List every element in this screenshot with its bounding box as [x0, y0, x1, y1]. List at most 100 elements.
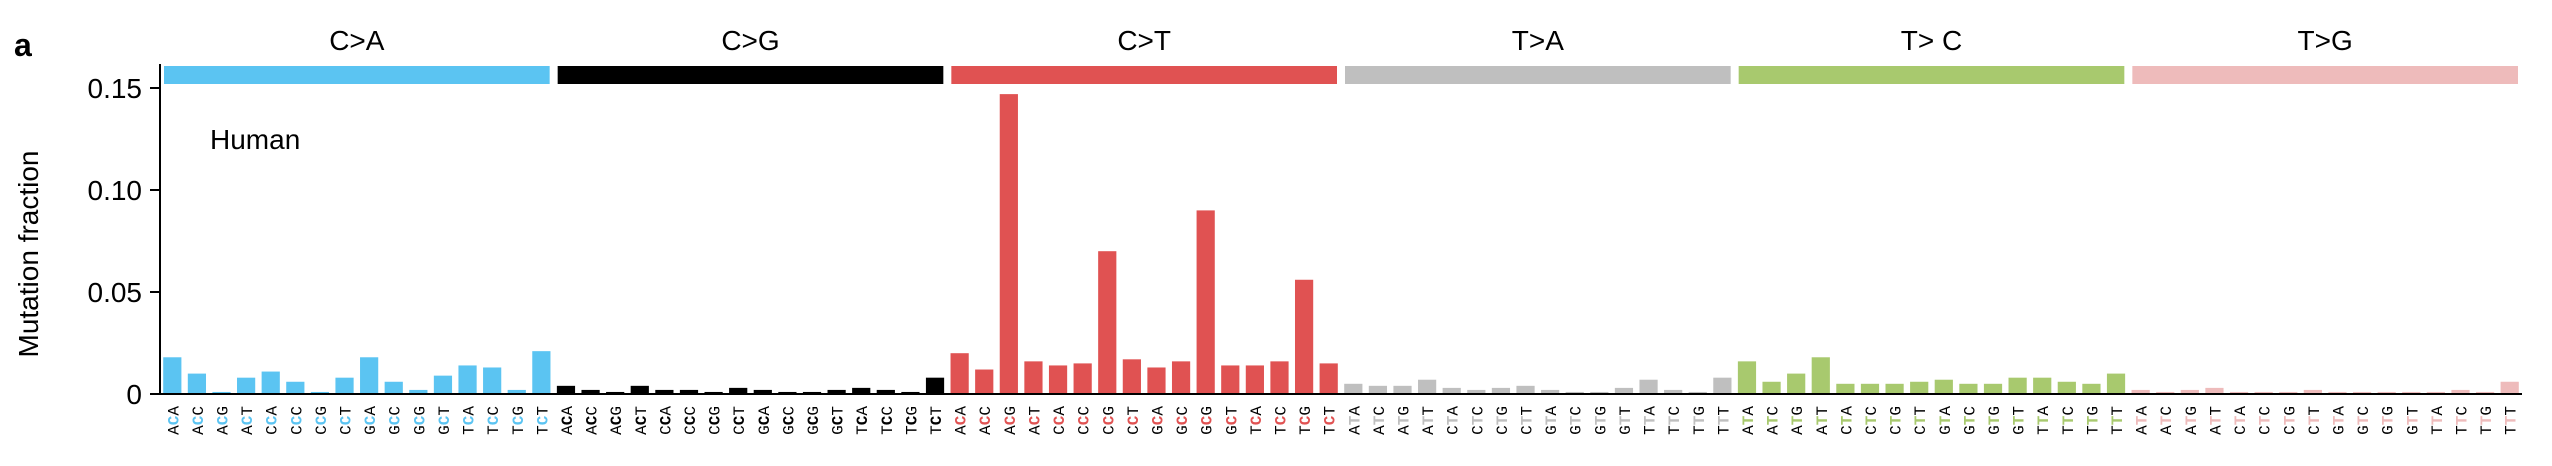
y-axis-label: Mutation fraction: [13, 151, 44, 358]
bar: [1762, 381, 1781, 394]
bar: [778, 391, 797, 394]
x-tick-label: CTT: [1519, 406, 1537, 435]
y-tick-label: 0.15: [88, 73, 143, 104]
x-tick-label: GTT: [2011, 406, 2029, 435]
bar: [1098, 251, 1117, 394]
bar: [212, 391, 231, 394]
bar: [507, 389, 526, 394]
x-tick-label: GTG: [1592, 406, 1610, 435]
x-tick-label: CTC: [1469, 406, 1487, 435]
x-tick-labels: ACA ACC ACG ACT CCA CCC CCG CCT GCA GCC GCG GCT TCA T…: [165, 406, 2520, 435]
x-tick-label: TCT: [928, 406, 946, 435]
bar: [1910, 381, 1929, 394]
bar: [2033, 377, 2052, 394]
x-tick-label: ATC: [1765, 406, 1783, 435]
bar: [2402, 391, 2421, 394]
x-tick-label: CTG: [2281, 406, 2299, 435]
x-tick-label: GCA: [362, 406, 380, 435]
x-tick-label: TCT: [534, 406, 552, 435]
x-tick-label: TCC: [485, 406, 503, 435]
x-tick-label: TTG: [2084, 406, 2102, 435]
x-tick-label: CTC: [2257, 406, 2275, 435]
bar: [2254, 391, 2273, 394]
x-tick-label: GCG: [411, 406, 429, 435]
x-tick-label: GTG: [2380, 406, 2398, 435]
x-tick-label: ATT: [1420, 406, 1438, 435]
bar: [1171, 361, 1191, 394]
x-tick-label: TCG: [903, 406, 921, 435]
bar: [901, 391, 920, 394]
bar: [2303, 389, 2322, 394]
bar: [1024, 361, 1043, 394]
bar: [1836, 383, 1855, 394]
x-tick-label: CCA: [657, 406, 675, 435]
y-tick-label: 0: [126, 379, 142, 410]
x-tick-label: ATT: [1814, 406, 1832, 435]
mutation-type-band: [1738, 66, 2125, 84]
x-tick-label: GTG: [1986, 406, 2004, 435]
x-tick-label: GCC: [387, 406, 405, 435]
x-tick-label: GCA: [756, 406, 774, 435]
bar: [2057, 381, 2076, 394]
bar: [2131, 389, 2150, 394]
y-axis: 0 0.05 0.10 0.15: [88, 64, 161, 410]
x-tick-label: CCT: [1125, 406, 1143, 435]
bar: [2082, 383, 2101, 394]
mutation-type-band: [1345, 66, 1731, 84]
x-tick-label: TCA: [461, 406, 479, 435]
x-tick-label: ATC: [2158, 406, 2176, 435]
x-tick-label: CCG: [1100, 406, 1118, 435]
bar: [532, 351, 551, 394]
x-tick-label: TTT: [1715, 406, 1733, 435]
bar: [2008, 377, 2027, 394]
bar: [630, 385, 649, 394]
bar: [2328, 391, 2347, 394]
x-tick-label: TTT: [2109, 406, 2127, 435]
bar: [1565, 391, 1584, 394]
x-tick-label: TTG: [1691, 406, 1709, 435]
x-tick-label: GTC: [1568, 406, 1586, 435]
x-tick-label: GTA: [1543, 406, 1561, 435]
bar: [1221, 365, 1240, 394]
bar: [310, 391, 330, 394]
x-tick-label: ACT: [1026, 406, 1044, 435]
x-tick-label: CCC: [1076, 406, 1094, 435]
bar: [1147, 367, 1166, 394]
bar: [2426, 391, 2445, 394]
x-tick-label: GCC: [780, 406, 798, 435]
bar: [1983, 383, 2003, 394]
bar: [1959, 383, 1978, 394]
x-tick-label: GTA: [1937, 406, 1955, 435]
x-tick-label: CTA: [2232, 406, 2250, 435]
bar: [1368, 385, 1388, 394]
bar: [581, 389, 600, 394]
x-tick-label: ACG: [215, 406, 233, 435]
bar: [1688, 391, 1707, 394]
mutation-type-label: C>A: [329, 25, 385, 56]
x-tick-label: ATG: [1396, 406, 1414, 435]
bar: [1467, 389, 1486, 394]
bar: [1713, 377, 1732, 394]
bar: [1614, 387, 1634, 394]
bar: [360, 357, 379, 394]
bar: [655, 389, 674, 394]
bar: [1048, 365, 1068, 394]
bar: [2377, 391, 2396, 394]
x-tick-label: GTC: [2355, 406, 2373, 435]
x-tick-label: CTT: [2306, 406, 2324, 435]
y-tick-label: 0.10: [88, 175, 143, 206]
mutation-type-label: C>G: [721, 25, 779, 56]
x-tick-label: GCT: [436, 406, 454, 435]
species-annotation: Human: [210, 124, 300, 155]
bar: [1787, 373, 1806, 394]
bar: [483, 367, 502, 394]
bar: [286, 381, 305, 394]
bar: [1245, 365, 1264, 394]
bars: [163, 94, 2519, 395]
x-tick-label: TTC: [2453, 406, 2471, 435]
bar: [2475, 391, 2495, 394]
bar: [433, 375, 453, 394]
bar: [975, 369, 994, 394]
